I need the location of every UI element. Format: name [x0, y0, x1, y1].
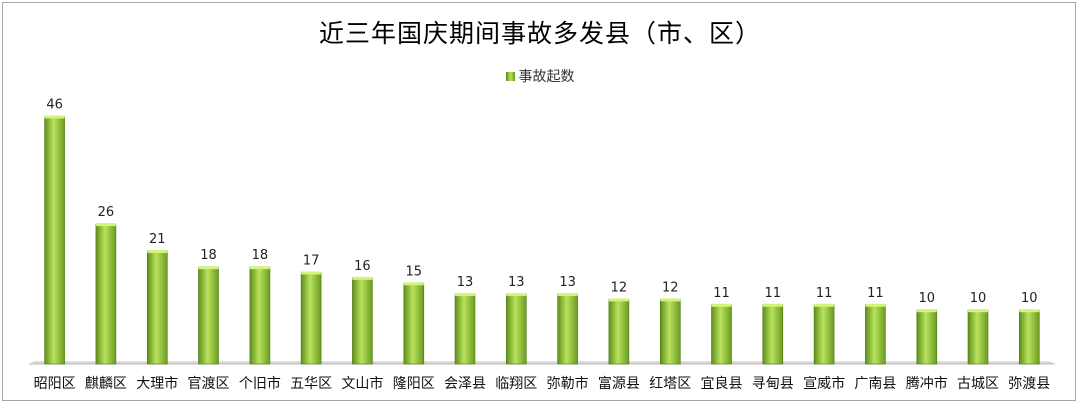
data-label-个旧市: 18 [252, 248, 269, 263]
category-label-宜良县: 宜良县 [701, 376, 743, 392]
chart-legend: 事故起数 [0, 66, 1080, 86]
bar-top-隆阳区 [403, 282, 424, 286]
category-label-腾冲市: 腾冲市 [906, 375, 948, 392]
data-label-弥渡县: 10 [1021, 291, 1038, 306]
bar-五华区 [300, 272, 322, 365]
bar-广南县 [865, 304, 886, 365]
bar-寻甸县 [762, 304, 784, 365]
category-label-麒麟区: 麒麟区 [85, 376, 127, 392]
data-label-麒麟区: 26 [98, 205, 115, 220]
category-label-宣威市: 宣威市 [803, 375, 845, 392]
bar-top-昭阳区 [44, 115, 65, 119]
data-label-文山市: 16 [354, 259, 371, 274]
bar-top-富源县 [608, 298, 629, 302]
category-label-弥勒市: 弥勒市 [547, 375, 589, 392]
data-label-红塔区: 12 [662, 280, 679, 295]
bar-官渡区 [198, 266, 219, 365]
chart-frame [2, 2, 1076, 401]
category-label-红塔区: 红塔区 [649, 376, 691, 392]
bar-宜良县 [711, 304, 732, 365]
bar-临翔区 [505, 293, 527, 365]
data-label-寻甸县: 11 [765, 286, 782, 301]
bar-top-广南县 [865, 303, 886, 307]
bar-腾冲市 [916, 309, 938, 365]
bar-top-个旧市 [249, 266, 270, 270]
bar-top-弥勒市 [557, 293, 578, 297]
legend-swatch [505, 72, 515, 81]
category-label-隆阳区: 隆阳区 [393, 376, 435, 392]
category-label-广南县: 广南县 [854, 376, 896, 392]
chart-floor [29, 361, 1055, 364]
category-label-会泽县: 会泽县 [444, 376, 486, 392]
data-label-宣威市: 11 [816, 286, 833, 301]
category-label-大理市: 大理市 [136, 375, 178, 392]
category-label-文山市: 文山市 [341, 375, 383, 392]
category-label-寻甸县: 寻甸县 [752, 376, 794, 392]
category-label-昭阳区: 昭阳区 [34, 376, 76, 392]
data-label-大理市: 21 [149, 232, 166, 247]
bar-top-古城区 [968, 309, 988, 313]
bar-弥勒市 [557, 293, 578, 365]
bar-隆阳区 [403, 282, 425, 365]
data-label-古城区: 10 [970, 291, 987, 306]
legend-label: 事故起数 [518, 69, 575, 85]
data-label-五华区: 17 [303, 254, 320, 269]
bar-top-五华区 [301, 271, 322, 275]
data-label-广南县: 11 [867, 286, 884, 301]
category-label-临翔区: 临翔区 [495, 376, 537, 392]
bar-top-红塔区 [660, 298, 681, 302]
category-label-五华区: 五华区 [290, 376, 332, 392]
bar-宣威市 [813, 304, 835, 365]
data-label-官渡区: 18 [200, 248, 217, 263]
bar-top-宜良县 [711, 303, 732, 307]
category-label-官渡区: 官渡区 [188, 376, 230, 392]
data-label-弥勒市: 13 [559, 275, 576, 290]
chart-title: 近三年国庆期间事故多发县（市、区） [318, 19, 761, 48]
bar-top-文山市 [352, 276, 373, 280]
data-label-富源县: 12 [611, 280, 628, 295]
bar-弥渡县 [1018, 309, 1040, 365]
bar-top-会泽县 [455, 293, 475, 297]
data-label-宜良县: 11 [713, 286, 730, 301]
category-label-富源县: 富源县 [598, 375, 640, 392]
bar-古城区 [967, 309, 989, 365]
bar-红塔区 [659, 299, 681, 365]
bar-top-弥渡县 [1019, 309, 1040, 313]
bar-top-临翔区 [506, 293, 527, 297]
bar-昭阳区 [44, 116, 65, 365]
bar-top-腾冲市 [916, 309, 937, 313]
bar-富源县 [608, 299, 630, 365]
data-label-腾冲市: 10 [919, 291, 936, 306]
bar-大理市 [147, 250, 168, 365]
category-label-古城区: 古城区 [957, 376, 999, 392]
bar-top-宣威市 [814, 303, 835, 307]
data-label-隆阳区: 15 [406, 264, 423, 279]
bar-个旧市 [249, 266, 271, 365]
data-label-会泽县: 13 [457, 275, 474, 290]
bar-会泽县 [454, 293, 476, 365]
bar-top-大理市 [147, 250, 168, 253]
bar-top-寻甸县 [762, 303, 783, 307]
bar-文山市 [352, 277, 373, 365]
data-label-昭阳区: 46 [46, 98, 63, 113]
bar-top-麒麟区 [95, 223, 116, 227]
category-label-弥渡县: 弥渡县 [1008, 375, 1050, 392]
category-label-个旧市: 个旧市 [239, 375, 281, 392]
bar-麒麟区 [95, 223, 117, 365]
data-label-临翔区: 13 [508, 275, 525, 290]
bar-top-官渡区 [198, 266, 219, 270]
